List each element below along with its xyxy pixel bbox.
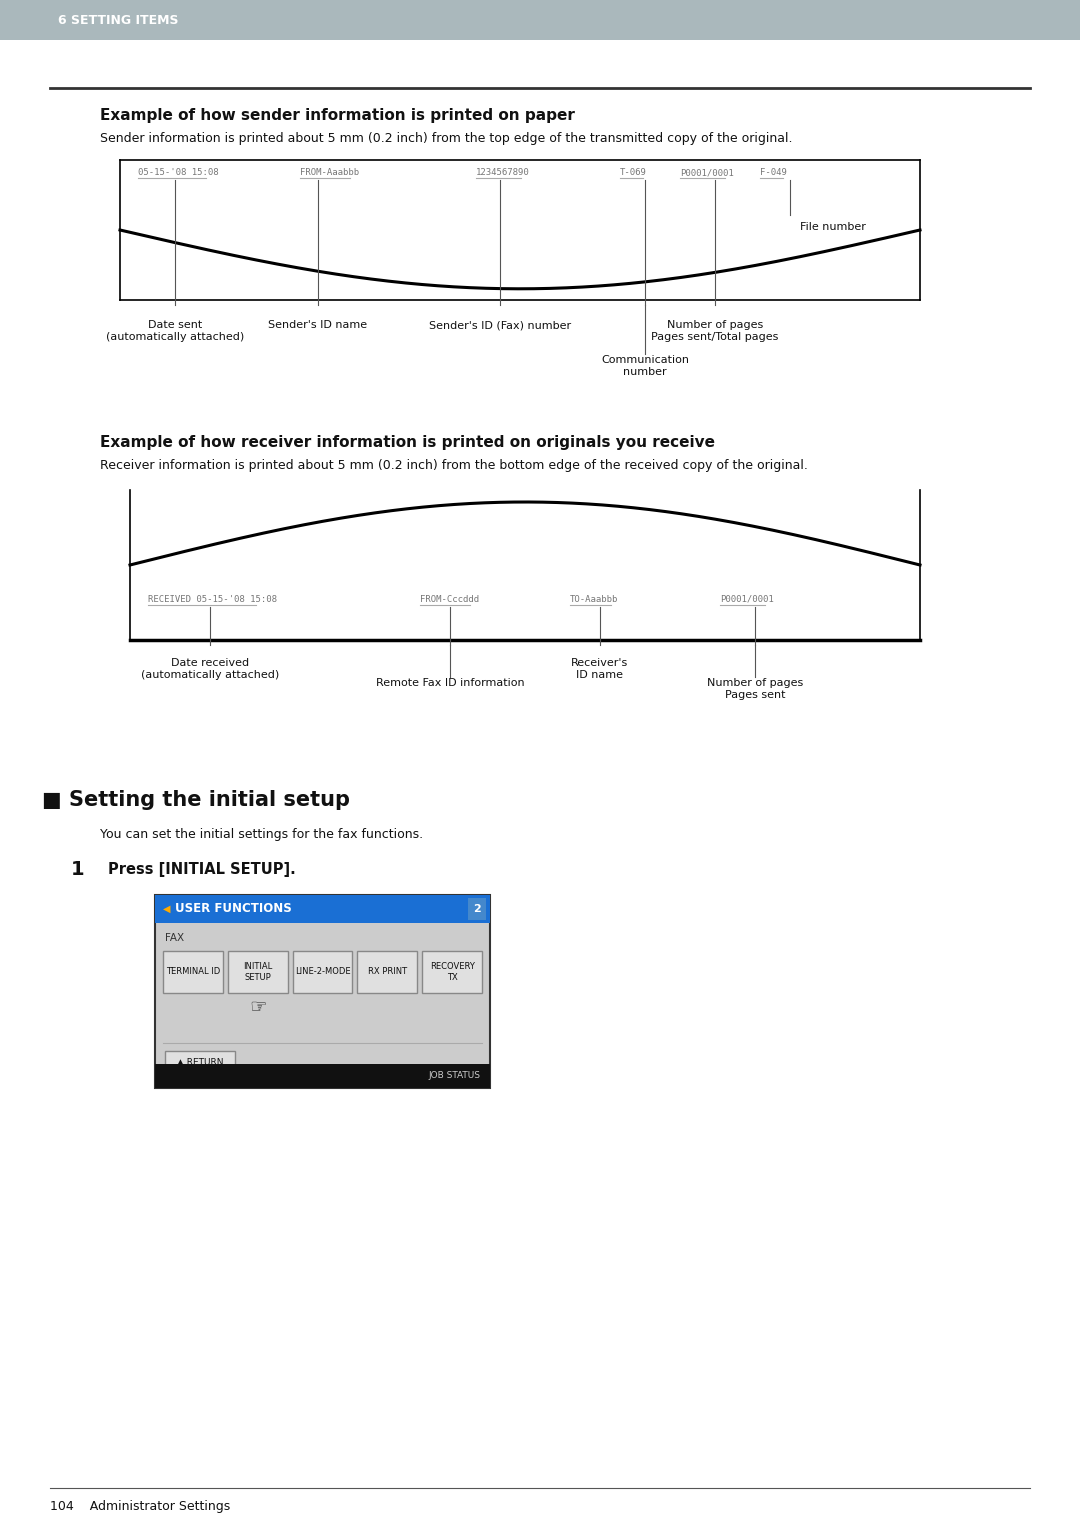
Text: Sender's ID (Fax) number: Sender's ID (Fax) number xyxy=(429,319,571,330)
Text: Sender's ID name: Sender's ID name xyxy=(269,319,367,330)
Text: FROM-Cccddd: FROM-Cccddd xyxy=(420,594,480,604)
Text: 2: 2 xyxy=(473,905,481,914)
Text: You can set the initial settings for the fax functions.: You can set the initial settings for the… xyxy=(100,828,423,840)
Text: TERMINAL ID: TERMINAL ID xyxy=(165,967,220,976)
Text: ◀: ◀ xyxy=(163,905,171,914)
Text: P0001/0001: P0001/0001 xyxy=(680,168,733,177)
Text: 1234567890: 1234567890 xyxy=(476,168,530,177)
Text: ▲ RETURN: ▲ RETURN xyxy=(177,1057,224,1067)
Bar xyxy=(0,0,1080,40)
Text: F-049: F-049 xyxy=(760,168,787,177)
Text: TO-Aaabbb: TO-Aaabbb xyxy=(570,594,619,604)
Text: Press [INITIAL SETUP].: Press [INITIAL SETUP]. xyxy=(108,862,296,877)
Text: USER FUNCTIONS: USER FUNCTIONS xyxy=(175,903,292,915)
Text: ☞: ☞ xyxy=(249,998,267,1018)
Text: Sender information is printed about 5 mm (0.2 inch) from the top edge of the tra: Sender information is printed about 5 mm… xyxy=(100,131,793,145)
Bar xyxy=(163,950,222,993)
Text: Receiver's
ID name: Receiver's ID name xyxy=(571,659,629,680)
Bar xyxy=(156,895,490,923)
Bar xyxy=(156,895,490,1088)
Text: RECEIVED 05-15-'08 15:08: RECEIVED 05-15-'08 15:08 xyxy=(148,594,276,604)
Text: FROM-Aaabbb: FROM-Aaabbb xyxy=(300,168,360,177)
Text: File number: File number xyxy=(800,222,866,232)
Text: 6 SETTING ITEMS: 6 SETTING ITEMS xyxy=(58,14,178,26)
Text: Date sent
(automatically attached): Date sent (automatically attached) xyxy=(106,319,244,342)
Bar xyxy=(156,1063,490,1088)
Text: RECOVERY
TX: RECOVERY TX xyxy=(430,963,474,981)
Bar xyxy=(468,898,486,920)
Text: RX PRINT: RX PRINT xyxy=(367,967,407,976)
Text: 104    Administrator Settings: 104 Administrator Settings xyxy=(50,1500,230,1513)
Text: Example of how sender information is printed on paper: Example of how sender information is pri… xyxy=(100,108,575,122)
Text: Date received
(automatically attached): Date received (automatically attached) xyxy=(140,659,279,680)
Text: JOB STATUS: JOB STATUS xyxy=(428,1071,480,1080)
Text: Remote Fax ID information: Remote Fax ID information xyxy=(376,678,524,688)
Text: T-069: T-069 xyxy=(620,168,647,177)
Bar xyxy=(165,1051,235,1073)
Text: 05-15-'08 15:08: 05-15-'08 15:08 xyxy=(138,168,218,177)
Text: LINE-2-MODE: LINE-2-MODE xyxy=(295,967,350,976)
Bar xyxy=(293,950,352,993)
Bar xyxy=(422,950,482,993)
Text: Communication
number: Communication number xyxy=(600,354,689,376)
Text: P0001/0001: P0001/0001 xyxy=(720,594,773,604)
Text: Number of pages
Pages sent: Number of pages Pages sent xyxy=(707,678,804,700)
Text: Number of pages
Pages sent/Total pages: Number of pages Pages sent/Total pages xyxy=(651,319,779,342)
Text: FAX: FAX xyxy=(165,934,184,943)
Text: INITIAL
SETUP: INITIAL SETUP xyxy=(243,963,272,981)
Bar xyxy=(357,950,417,993)
Text: Receiver information is printed about 5 mm (0.2 inch) from the bottom edge of th: Receiver information is printed about 5 … xyxy=(100,458,808,472)
Bar xyxy=(228,950,287,993)
Text: ■ Setting the initial setup: ■ Setting the initial setup xyxy=(42,790,350,810)
Text: Example of how receiver information is printed on originals you receive: Example of how receiver information is p… xyxy=(100,435,715,451)
Text: 1: 1 xyxy=(71,860,85,879)
